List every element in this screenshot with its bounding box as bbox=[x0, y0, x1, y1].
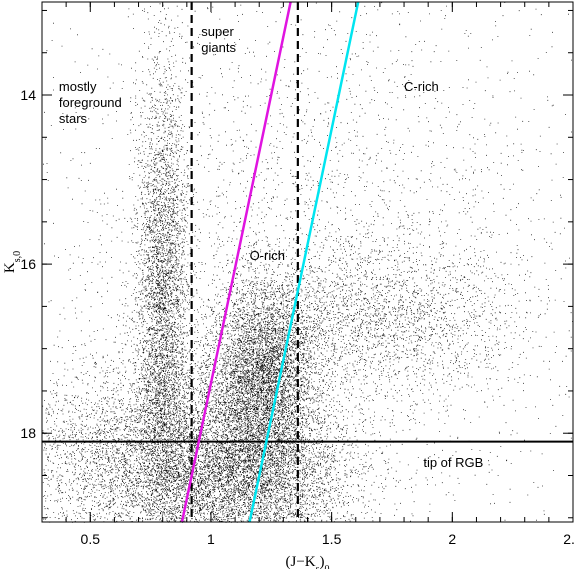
region-label: tip of RGB bbox=[423, 455, 483, 470]
annotations: super giants mostly foreground stars C-rich O-… bbox=[59, 24, 483, 470]
region-label: super giants bbox=[201, 24, 236, 55]
y-axis-label: Ks,0 bbox=[2, 251, 23, 273]
x-axis-label: (J−Ks)0 bbox=[285, 554, 329, 569]
color-cut-line bbox=[180, 1, 292, 523]
region-label: O-rich bbox=[250, 248, 285, 263]
region-label: C-rich bbox=[404, 79, 439, 94]
scatter-points bbox=[42, 2, 573, 523]
axis-ticks: 0.5 1 1.5 2 2.5 14 16 18 bbox=[20, 2, 575, 547]
color-cut-line bbox=[248, 1, 360, 523]
x-tick-label: 2.5 bbox=[563, 531, 575, 547]
boundary-lines bbox=[42, 1, 573, 523]
x-tick-label: 1 bbox=[207, 531, 215, 547]
x-tick-label: 1.5 bbox=[322, 531, 342, 547]
star-points bbox=[42, 2, 573, 523]
x-tick-label: 0.5 bbox=[81, 531, 101, 547]
y-tick-label: 14 bbox=[20, 87, 36, 103]
y-tick-label: 18 bbox=[20, 425, 36, 441]
region-label: mostly foreground stars bbox=[59, 79, 122, 126]
y-tick-label: 16 bbox=[20, 256, 36, 272]
x-tick-label: 2 bbox=[448, 531, 456, 547]
